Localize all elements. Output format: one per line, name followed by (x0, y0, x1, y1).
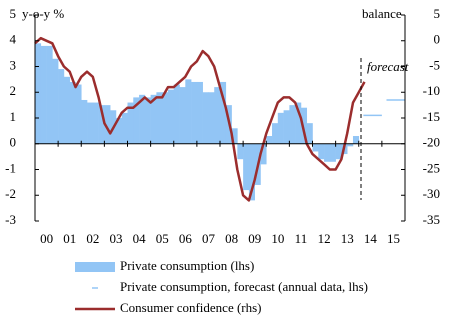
bar (283, 110, 290, 144)
y2-tick-label: 5 (434, 6, 441, 21)
y2-tick-label: -10 (423, 83, 440, 98)
y-tick-label: 2 (10, 83, 17, 98)
bar (104, 105, 111, 144)
bar (191, 81, 198, 144)
y2-tick-label: -35 (423, 212, 440, 227)
bar (347, 143, 354, 147)
bar (289, 105, 296, 144)
x-tick-label: 14 (364, 231, 378, 246)
bar (133, 97, 140, 144)
y2-tick-label: -20 (423, 135, 440, 150)
bar (179, 87, 186, 144)
y2-tick-label: 0 (434, 32, 441, 47)
bar (40, 45, 47, 144)
bar (196, 81, 203, 144)
bar (162, 92, 169, 144)
bar (121, 112, 128, 144)
legend-label: Private consumption, forecast (annual da… (120, 279, 368, 294)
bar (237, 143, 244, 160)
bar (35, 43, 42, 144)
confidence-line (34, 36, 366, 202)
x-tick-label: 12 (318, 231, 331, 246)
x-tick-label: 09 (248, 231, 261, 246)
bar (52, 58, 59, 144)
x-tick-label: 03 (109, 231, 122, 246)
x-tick-label: 15 (387, 231, 400, 246)
x-tick-label: 00 (40, 231, 53, 246)
bar (335, 143, 342, 160)
x-tick-label: 02 (86, 231, 99, 246)
bar (266, 136, 273, 144)
bar (144, 97, 151, 144)
bar (231, 128, 238, 144)
bar (58, 69, 65, 144)
bar (173, 84, 180, 144)
bar (260, 143, 267, 165)
bar (75, 84, 82, 144)
legend-label: Private consumption (lhs) (120, 258, 254, 273)
bar (214, 87, 221, 144)
bar (329, 143, 336, 162)
bar (185, 79, 192, 144)
bar (306, 123, 313, 144)
bar (46, 45, 53, 144)
bar (63, 76, 70, 144)
bar (220, 81, 227, 144)
y-tick-label: 4 (10, 32, 17, 47)
y-tick-label: -1 (5, 160, 16, 175)
bar (277, 112, 284, 144)
bar (318, 143, 325, 160)
bar (272, 123, 279, 144)
bar (295, 102, 302, 144)
legend-label: Consumer confidence (rhs) (120, 300, 262, 315)
bar (243, 143, 250, 191)
bar (312, 143, 319, 152)
bar (208, 92, 215, 144)
y-tick-label: -3 (5, 212, 16, 227)
x-tick-label: 07 (202, 231, 216, 246)
y2-axis-title: balance (362, 6, 402, 21)
y-axis-title: y-o-y % (22, 6, 64, 21)
forecast-annotation: forecast (367, 59, 409, 74)
bar (167, 89, 175, 144)
y2-tick-label: -25 (423, 160, 440, 175)
x-tick-label: 04 (133, 231, 147, 246)
bar (156, 92, 163, 144)
x-tick-label: 13 (341, 231, 354, 246)
legend-swatch (75, 262, 115, 272)
bar (202, 92, 209, 144)
bar (248, 143, 255, 201)
y-tick-label: -2 (5, 186, 16, 201)
x-tick-label: 01 (63, 231, 76, 246)
bar (352, 136, 360, 144)
x-tick-label: 10 (271, 231, 284, 246)
y2-tick-label: -5 (429, 57, 440, 72)
y-tick-label: 5 (10, 6, 17, 21)
y-tick-label: 1 (10, 109, 17, 124)
x-tick-label: 05 (156, 231, 169, 246)
y-tick-label: 0 (10, 135, 17, 150)
bar (150, 94, 157, 144)
bar (98, 105, 105, 144)
bar (81, 99, 88, 144)
y2-tick-label: -15 (423, 109, 440, 124)
bar (69, 81, 76, 144)
bar (127, 102, 134, 144)
bar (139, 94, 146, 144)
y2-tick-label: -30 (423, 186, 440, 201)
x-tick-label: 11 (295, 231, 308, 246)
y-tick-label: 3 (10, 57, 17, 72)
bar (115, 118, 123, 144)
bar (87, 102, 94, 144)
bar (92, 102, 99, 144)
bar (324, 143, 331, 162)
x-tick-label: 06 (179, 231, 193, 246)
bar (300, 107, 308, 144)
x-tick-label: 08 (225, 231, 238, 246)
